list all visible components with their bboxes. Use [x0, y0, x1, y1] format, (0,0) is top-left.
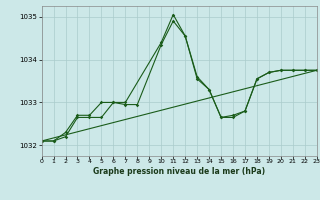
X-axis label: Graphe pression niveau de la mer (hPa): Graphe pression niveau de la mer (hPa): [93, 167, 265, 176]
